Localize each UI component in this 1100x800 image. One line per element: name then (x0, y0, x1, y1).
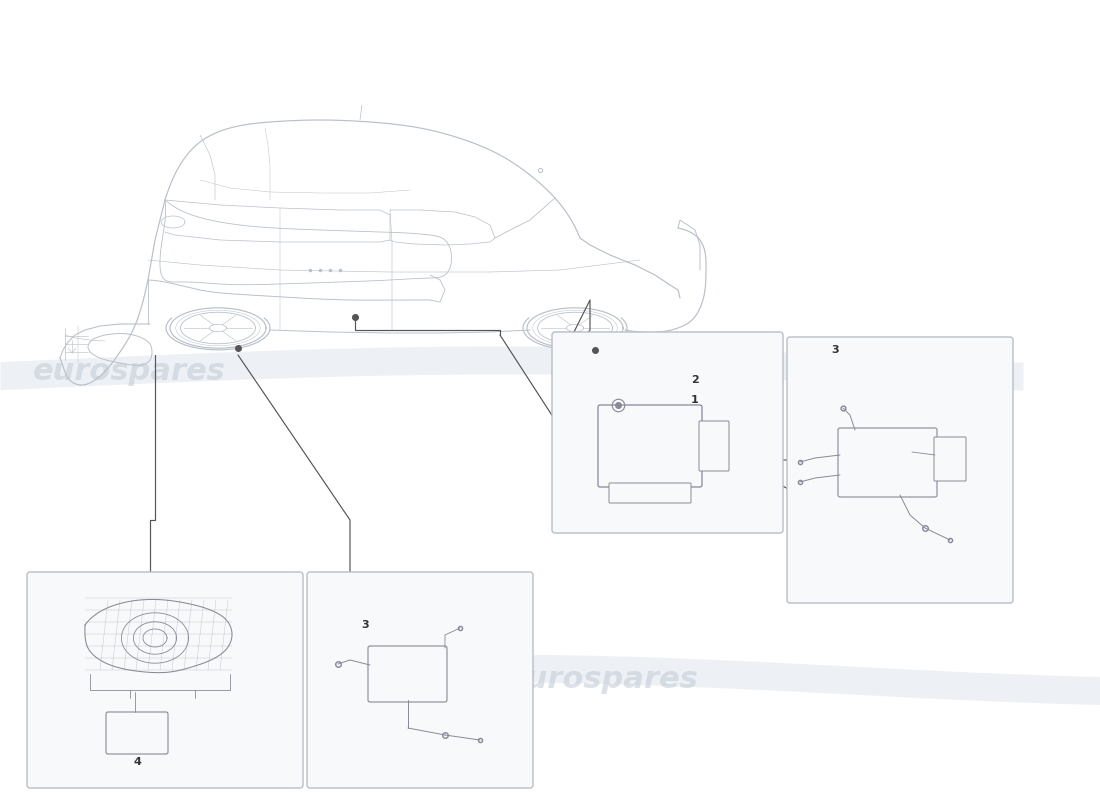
Text: 1: 1 (691, 395, 698, 405)
FancyBboxPatch shape (598, 405, 702, 487)
Text: eurospares: eurospares (506, 666, 698, 694)
Text: 3: 3 (832, 345, 839, 355)
FancyBboxPatch shape (698, 421, 729, 471)
FancyBboxPatch shape (368, 646, 447, 702)
FancyBboxPatch shape (106, 712, 168, 754)
FancyBboxPatch shape (786, 337, 1013, 603)
Text: eurospares: eurospares (550, 358, 742, 386)
Text: 4: 4 (133, 757, 141, 767)
FancyBboxPatch shape (552, 332, 783, 533)
FancyBboxPatch shape (609, 483, 691, 503)
Text: eurospares: eurospares (33, 358, 226, 386)
FancyBboxPatch shape (28, 572, 302, 788)
FancyBboxPatch shape (934, 437, 966, 481)
Text: 3: 3 (361, 620, 368, 630)
Text: 2: 2 (691, 375, 698, 385)
FancyBboxPatch shape (838, 428, 937, 497)
FancyBboxPatch shape (307, 572, 534, 788)
